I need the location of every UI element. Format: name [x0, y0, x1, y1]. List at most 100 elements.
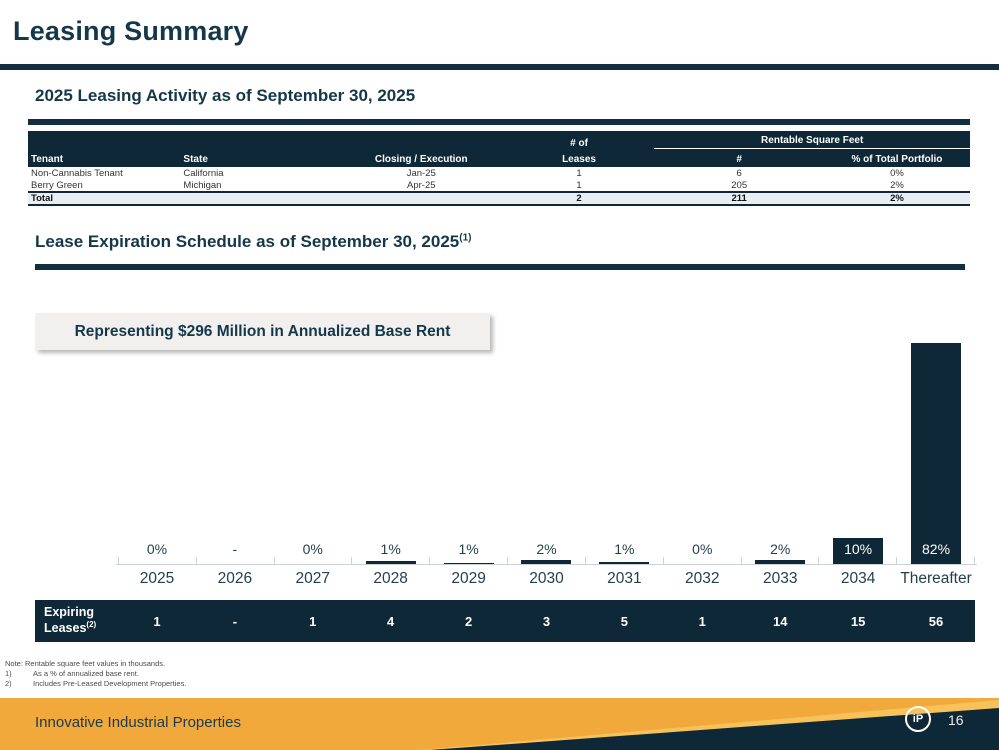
bar-2028 — [365, 561, 416, 565]
chart-column-2031: 1% — [585, 335, 663, 565]
x-axis-label-2029: 2029 — [451, 570, 486, 587]
bar-value-label: 1% — [458, 541, 479, 557]
table-cell: 0% — [890, 167, 904, 179]
col-header-number: # — [736, 154, 742, 165]
table-cell: California — [183, 167, 224, 179]
table-column-header-row: Tenant State Closing / Execution Leases … — [28, 149, 970, 165]
leasing-activity-heading: 2025 Leasing Activity as of September 30… — [35, 86, 416, 105]
title-divider — [0, 64, 999, 70]
x-axis-tick — [507, 557, 585, 565]
col-header-pct: % of Total Portfolio — [851, 154, 943, 165]
x-axis-tick — [273, 557, 352, 565]
x-axis-tick — [896, 557, 974, 565]
bar-value-label: - — [232, 541, 238, 557]
expiring-leases-value-2032: 1 — [698, 613, 706, 629]
page-title: Leasing Summary — [13, 16, 249, 46]
x-axis-label-2031: 2031 — [607, 570, 642, 587]
table-group-header-row: # of Rentable Square Feet — [28, 134, 970, 149]
x-axis-tick — [195, 557, 274, 565]
bar-2031 — [599, 562, 650, 565]
x-axis-label-2027: 2027 — [295, 570, 330, 587]
x-axis-label-2032: 2032 — [685, 570, 720, 587]
bar-value-label: 0% — [302, 541, 323, 557]
bar-value-label: 0% — [146, 541, 168, 557]
leasing-activity-table: # of Rentable Square Feet Tenant State C… — [28, 119, 970, 206]
bar-value-label: 1% — [380, 541, 401, 557]
company-name: Innovative Industrial Properties — [35, 714, 241, 731]
col-header-tenant: Tenant — [31, 154, 64, 165]
bar-value-label: 2% — [536, 541, 557, 557]
bar-Thereafter — [911, 343, 962, 565]
table-cell: Apr-25 — [407, 179, 436, 191]
expiring-leases-value-2028: 4 — [387, 613, 395, 629]
x-axis-label-2028: 2028 — [373, 570, 408, 587]
table-header: # of Rentable Square Feet Tenant State C… — [28, 131, 970, 167]
table-total-cell: 211 — [731, 193, 747, 204]
table-cell: 2% — [890, 179, 904, 191]
bar-2030 — [521, 560, 572, 565]
expiring-leases-value-Thereafter: 56 — [928, 613, 944, 629]
x-axis-tick — [351, 557, 429, 565]
col-header-closing: Closing / Execution — [374, 154, 468, 165]
table-total-cell: 2 — [576, 193, 582, 204]
x-axis-label-Thereafter: Thereafter — [900, 570, 972, 587]
bar-2033 — [755, 560, 806, 565]
col-header-leases: Leases — [562, 154, 596, 165]
expiring-leases-value-2033: 14 — [772, 613, 788, 629]
x-axis-tick — [818, 557, 896, 565]
chart-column-2028: 1% — [352, 335, 430, 565]
table-total-cell: Total — [31, 193, 53, 204]
bar-2034 — [833, 538, 884, 565]
lease-expiration-heading: Lease Expiration Schedule as of Septembe… — [35, 232, 472, 251]
table-total-cell: 2% — [890, 193, 904, 204]
x-axis-line — [116, 564, 977, 565]
chart-column-2026: - — [196, 335, 274, 565]
x-axis-label-2030: 2030 — [529, 570, 564, 587]
expiring-leases-value-2031: 5 — [620, 613, 628, 629]
expiring-leases-row: Expiring Leases(2) 1-1 4 2 3 5 1 14 15 56 — [35, 600, 975, 642]
footer-diagonal-graphic — [420, 700, 999, 750]
footer-band: Innovative Industrial Properties iP 16 — [0, 698, 999, 750]
x-axis-label-2033: 2033 — [762, 570, 798, 587]
x-axis-tick — [118, 557, 196, 565]
bar-value-label: 0% — [692, 541, 713, 557]
table-cell: Jan-25 — [406, 167, 436, 179]
table-cell: 1 — [576, 179, 582, 191]
table-cell: Non-Cannabis Tenant — [31, 167, 123, 179]
page-number: 16 — [948, 712, 964, 728]
chart-column-2030: 2% — [508, 335, 586, 565]
x-axis-labels: 2025 2026 2027 2028 2029 2030 2031 2032 2033 2034… — [118, 570, 975, 588]
x-axis-tick — [584, 557, 663, 565]
expiring-leases-values: 1-1 4 2 3 5 1 14 15 56 — [118, 614, 975, 629]
footnote-1: 1) As a % of annualized base rent. — [5, 669, 139, 678]
table-row: Non-Cannabis Tenant California Jan-25 1 6 0% — [28, 167, 970, 179]
expiring-leases-value-2034: 15 — [850, 613, 866, 629]
chart-column-Thereafter: 82% — [897, 335, 975, 565]
expiring-leases-value-2029: 2 — [464, 613, 473, 629]
footnote-ref-2: (2) — [86, 620, 97, 630]
table-top-rule — [28, 119, 970, 125]
table-cell: 205 — [731, 179, 748, 191]
chart-column-2034: 10% — [819, 335, 897, 565]
table-cell: Michigan — [183, 179, 222, 191]
footnote-note: Note: Rentable square feet values in tho… — [5, 659, 166, 668]
footnotes: Note: Rentable square feet values in tho… — [5, 659, 186, 689]
group-header-rentable-square-feet: Rentable Square Feet — [654, 135, 970, 149]
chart-column-2027: 0% — [274, 335, 352, 565]
x-axis-label-2026: 2026 — [217, 570, 253, 587]
expiring-leases-label: Expiring Leases(2) — [44, 605, 97, 636]
expiring-leases-value-2026: - — [232, 613, 238, 629]
bar-value-label: 2% — [770, 541, 791, 557]
x-axis-tick — [429, 557, 507, 565]
lease-expiration-divider — [35, 264, 965, 270]
lease-expiration-bar-chart: 0% - 0% 1% 1% 2% 1% 0% 2% 10% 82% — [118, 335, 975, 565]
x-axis-label-2034: 2034 — [840, 570, 876, 587]
bar-value-label: 82% — [922, 541, 951, 557]
expiring-leases-value-2030: 3 — [542, 613, 551, 629]
bar-value-label: 10% — [844, 541, 873, 557]
x-axis-ticks — [118, 557, 975, 565]
table-total-row: Total 2 211 2% — [28, 191, 970, 206]
group-header-num-of: # of — [570, 138, 588, 149]
table-cell: 1 — [576, 167, 582, 179]
